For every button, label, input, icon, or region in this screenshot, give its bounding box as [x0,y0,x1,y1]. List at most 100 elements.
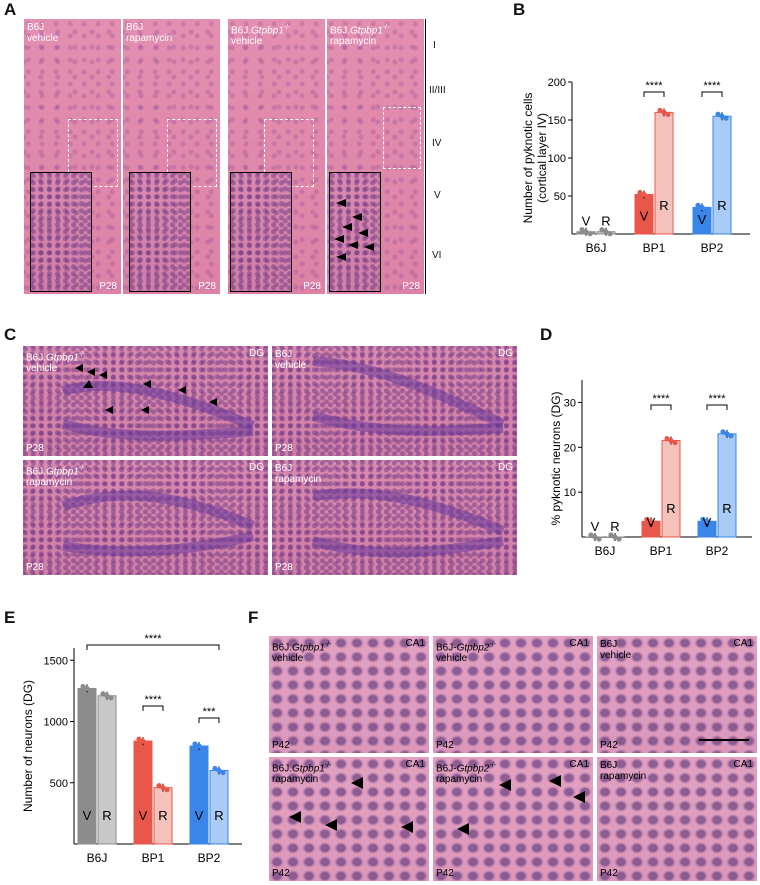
zoom-region [167,119,217,187]
bar-label: V [640,208,649,223]
bar-label: R [601,214,610,229]
image-label: B6J.Gtpbp1-/- rapamycin [26,465,86,489]
bar [654,111,674,235]
image-label: B6J.Gtpbp1-/- vehicle [272,641,332,665]
data-point [703,206,709,212]
micrograph-a1: B6J vehicle P28 [24,19,121,294]
y-tick-label: 500 [50,778,68,790]
data-point [216,767,222,774]
region-label: DG [498,462,513,473]
bar-label: R [722,501,731,516]
data-point [160,785,166,791]
panel-label-f: F [248,608,259,627]
image-label: B6J rapamycin [126,22,173,44]
inset-zoom [30,172,92,292]
data-point [196,743,202,749]
region-label: CA1 [733,638,753,649]
scale-bar [699,739,749,741]
data-point [599,227,605,233]
data-point [84,685,90,692]
micrograph-f5: B6J-Gtpbp2-/- rapamycin CA1 P42 [433,757,593,881]
data-point [720,429,726,435]
x-tick-label: B6J [586,241,607,255]
image-label: B6J.Gtpbp1-/- rapamycin [272,762,332,786]
y-axis-label: (cortical layer IV) [535,113,549,203]
age-label: P42 [600,740,618,751]
data-point [700,516,706,522]
data-point [648,518,654,524]
age-label: P42 [436,740,454,751]
data-point [695,202,701,208]
significance-bracket [706,404,728,410]
micrograph-a2: B6J rapamycin P28 [123,19,220,294]
image-label: B6J.Gtpbp1-/- vehicle [26,351,86,375]
bar-label: V [582,214,591,229]
data-point [665,111,671,117]
y-tick-label: 50 [554,191,566,203]
data-point [164,787,170,793]
layer-label: VI [432,250,442,261]
bar [133,740,153,845]
bar [189,745,209,845]
y-tick-label: 20 [564,442,576,454]
y-tick-label: 1500 [44,655,68,667]
bar [661,440,681,538]
micrograph-a4: B6J.Gtpbp1-/- rapamycin P28 [327,19,424,294]
x-tick-label: BP2 [706,544,729,558]
bar-label: R [659,198,668,213]
data-point [603,229,609,235]
y-tick-label: 10 [564,487,576,499]
significance-label: **** [645,80,663,92]
arrowheads [289,777,413,833]
data-point [583,229,589,235]
data-point [608,532,614,538]
data-point [88,687,94,694]
data-point [708,520,714,526]
data-point [672,439,678,446]
y-tick-label: 200 [548,77,566,89]
image-label: B6J-Gtpbp2-/- rapamycin [436,762,496,786]
significance-label: *** [203,706,217,718]
age-label: P42 [436,868,454,879]
bar-label: R [666,501,675,516]
inset-zoom [329,172,381,292]
arrowheads [334,199,374,261]
panel-label-a: A [4,0,17,19]
layer-axis [425,19,426,294]
region-label: DG [249,462,264,473]
data-point [136,736,142,742]
age-label: P28 [198,281,216,292]
significance-bracket [86,644,220,650]
y-tick-label: 30 [564,397,576,409]
age-label: P28 [402,281,420,292]
data-point [612,534,618,540]
image-label: B6J vehicle [600,639,632,661]
data-point [704,518,710,524]
data-point [80,683,86,690]
data-point [715,111,721,117]
data-point [664,435,670,442]
inset-zoom [129,172,191,292]
data-point [719,113,725,119]
micrograph-f2: B6J-Gtpbp2-/- vehicle CA1 P42 [433,636,593,753]
x-tick-label: BP1 [643,241,666,255]
bar-label: V [698,212,707,227]
dg-band-overlay [61,356,506,558]
micrograph-a3: B6J.Gtpbp1-/- vehicle P28 [228,19,325,294]
age-label: P28 [275,443,293,454]
age-label: P42 [272,868,290,879]
data-point [644,516,650,522]
bar-label: V [703,515,712,530]
data-point [661,109,667,115]
data-point [607,231,613,237]
data-point [723,115,729,121]
data-point [724,431,730,437]
data-point [104,693,110,699]
chart-b: 50 100 150 200 Number of pyknotic cells (cort… [521,77,750,255]
micrograph-f4: B6J.Gtpbp1-/- rapamycin CA1 P42 [269,757,429,881]
region-label: DG [249,348,264,359]
image-label: B6J.Gtpbp1-/- rapamycin [330,24,390,48]
significance-bracket [650,404,672,410]
significance-bracket [142,705,164,711]
data-point [657,107,663,113]
